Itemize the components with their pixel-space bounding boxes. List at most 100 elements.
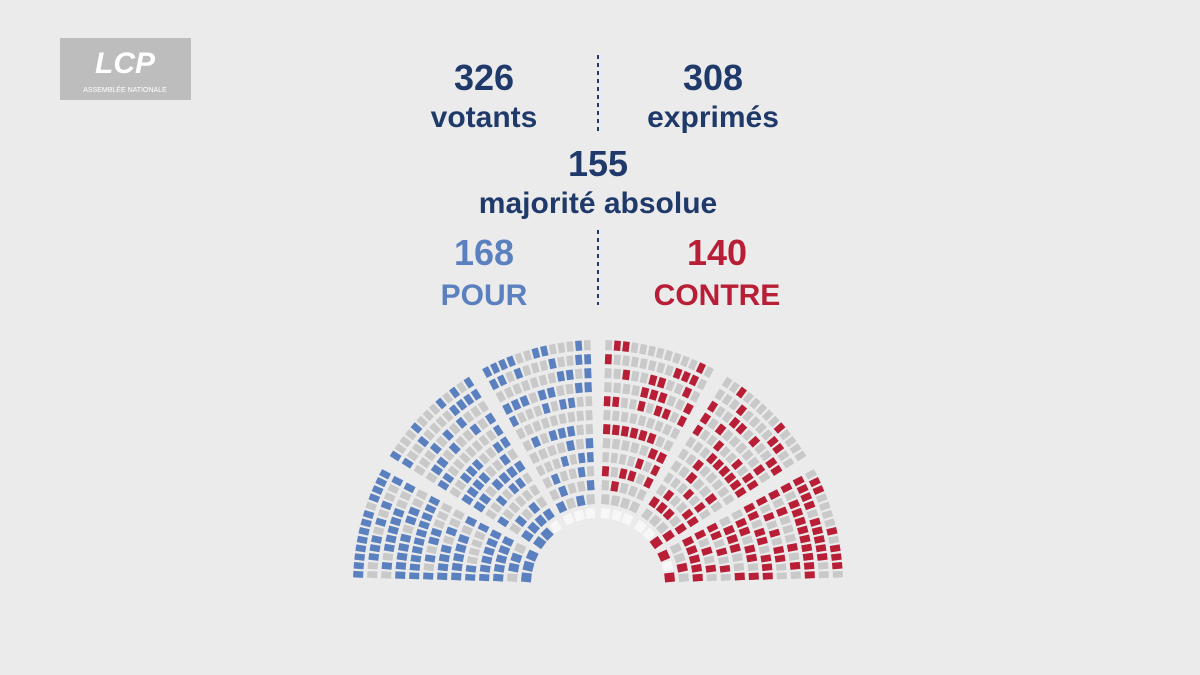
seat xyxy=(714,388,726,401)
seat xyxy=(530,362,540,374)
seat-contre xyxy=(748,435,761,448)
seat xyxy=(647,345,656,357)
seat-pour xyxy=(530,435,542,448)
seat-pour xyxy=(546,386,556,399)
seat xyxy=(399,436,412,448)
seat-contre xyxy=(647,447,659,461)
seat-pour xyxy=(437,479,450,491)
seat xyxy=(566,355,574,367)
seat-pour xyxy=(508,562,520,573)
seat-pour xyxy=(371,485,384,496)
seat xyxy=(521,489,534,502)
seat xyxy=(402,524,414,535)
seat-contre xyxy=(765,457,778,469)
seat-pour xyxy=(436,456,449,469)
seat xyxy=(680,355,690,368)
seat xyxy=(399,490,412,502)
seat-contre xyxy=(714,423,727,436)
seat xyxy=(821,509,834,520)
seat-pour xyxy=(537,389,548,401)
seat-contre xyxy=(773,545,785,555)
seat xyxy=(784,490,797,502)
seat xyxy=(485,509,498,520)
seat-contre xyxy=(602,424,611,435)
seat-contre xyxy=(692,573,703,582)
seat-contre xyxy=(712,440,725,452)
seat-contre xyxy=(755,495,768,507)
seat-pour xyxy=(514,477,527,490)
seat-contre xyxy=(681,508,694,521)
seat-pour xyxy=(442,472,455,484)
seat-contre xyxy=(676,562,688,573)
seat-pour xyxy=(534,514,548,528)
seat xyxy=(424,449,437,462)
seat xyxy=(706,434,718,447)
seat-contre xyxy=(760,554,772,563)
seat xyxy=(429,422,442,435)
seat xyxy=(477,400,489,413)
seat xyxy=(423,429,436,441)
seat xyxy=(428,403,441,416)
seat-pour xyxy=(470,388,482,401)
seat xyxy=(654,435,666,448)
seat xyxy=(537,447,549,461)
seat-contre xyxy=(773,422,786,434)
seat xyxy=(618,453,627,465)
seat xyxy=(415,489,428,501)
seat xyxy=(568,468,578,480)
seat xyxy=(794,450,807,462)
seat-contre xyxy=(610,480,620,492)
seat xyxy=(433,519,446,529)
seat-pour xyxy=(478,493,492,505)
seat-contre xyxy=(731,458,743,471)
seat xyxy=(600,507,611,519)
seat-contre xyxy=(676,415,688,428)
seat xyxy=(828,535,840,544)
seat-pour xyxy=(513,460,526,473)
seat xyxy=(538,374,548,386)
seat xyxy=(502,508,515,521)
seat-pour xyxy=(442,429,455,442)
votants-count: 326 xyxy=(454,57,514,98)
seat-pour xyxy=(413,537,425,546)
seat-pour xyxy=(465,465,478,478)
seat-contre xyxy=(763,511,775,522)
seat xyxy=(365,501,378,511)
logo-subtitle: ASSEMBLÉE NATIONALE xyxy=(83,85,167,94)
seat-contre xyxy=(640,386,650,399)
seat-pour xyxy=(575,354,583,366)
seat-pour xyxy=(489,529,502,540)
seat xyxy=(731,509,744,521)
seat-pour xyxy=(565,369,574,381)
seat xyxy=(622,355,630,367)
seat xyxy=(436,510,449,521)
seat-contre xyxy=(804,571,815,579)
seat xyxy=(669,477,682,490)
seat-contre xyxy=(705,564,717,573)
seat xyxy=(622,383,631,395)
seat-pour xyxy=(540,527,554,541)
seat-contre xyxy=(734,486,747,498)
seat-contre xyxy=(688,554,701,564)
seat xyxy=(404,429,417,441)
seat xyxy=(529,484,541,497)
seat xyxy=(466,556,478,565)
seat-pour xyxy=(356,535,368,544)
seat xyxy=(760,429,773,441)
seat-pour xyxy=(381,561,393,570)
seat xyxy=(728,398,741,411)
seat xyxy=(725,452,737,464)
seat xyxy=(711,478,724,491)
seat-contre xyxy=(682,488,695,501)
seat-pour xyxy=(448,442,461,455)
seat xyxy=(576,410,585,422)
seat-pour xyxy=(540,345,549,357)
seat xyxy=(678,465,690,479)
seat-pour xyxy=(418,520,430,530)
seat-contre xyxy=(724,472,737,484)
seat-pour xyxy=(389,516,402,527)
seat-contre xyxy=(811,526,824,536)
seat-contre xyxy=(603,396,611,407)
seat-contre xyxy=(796,483,809,495)
